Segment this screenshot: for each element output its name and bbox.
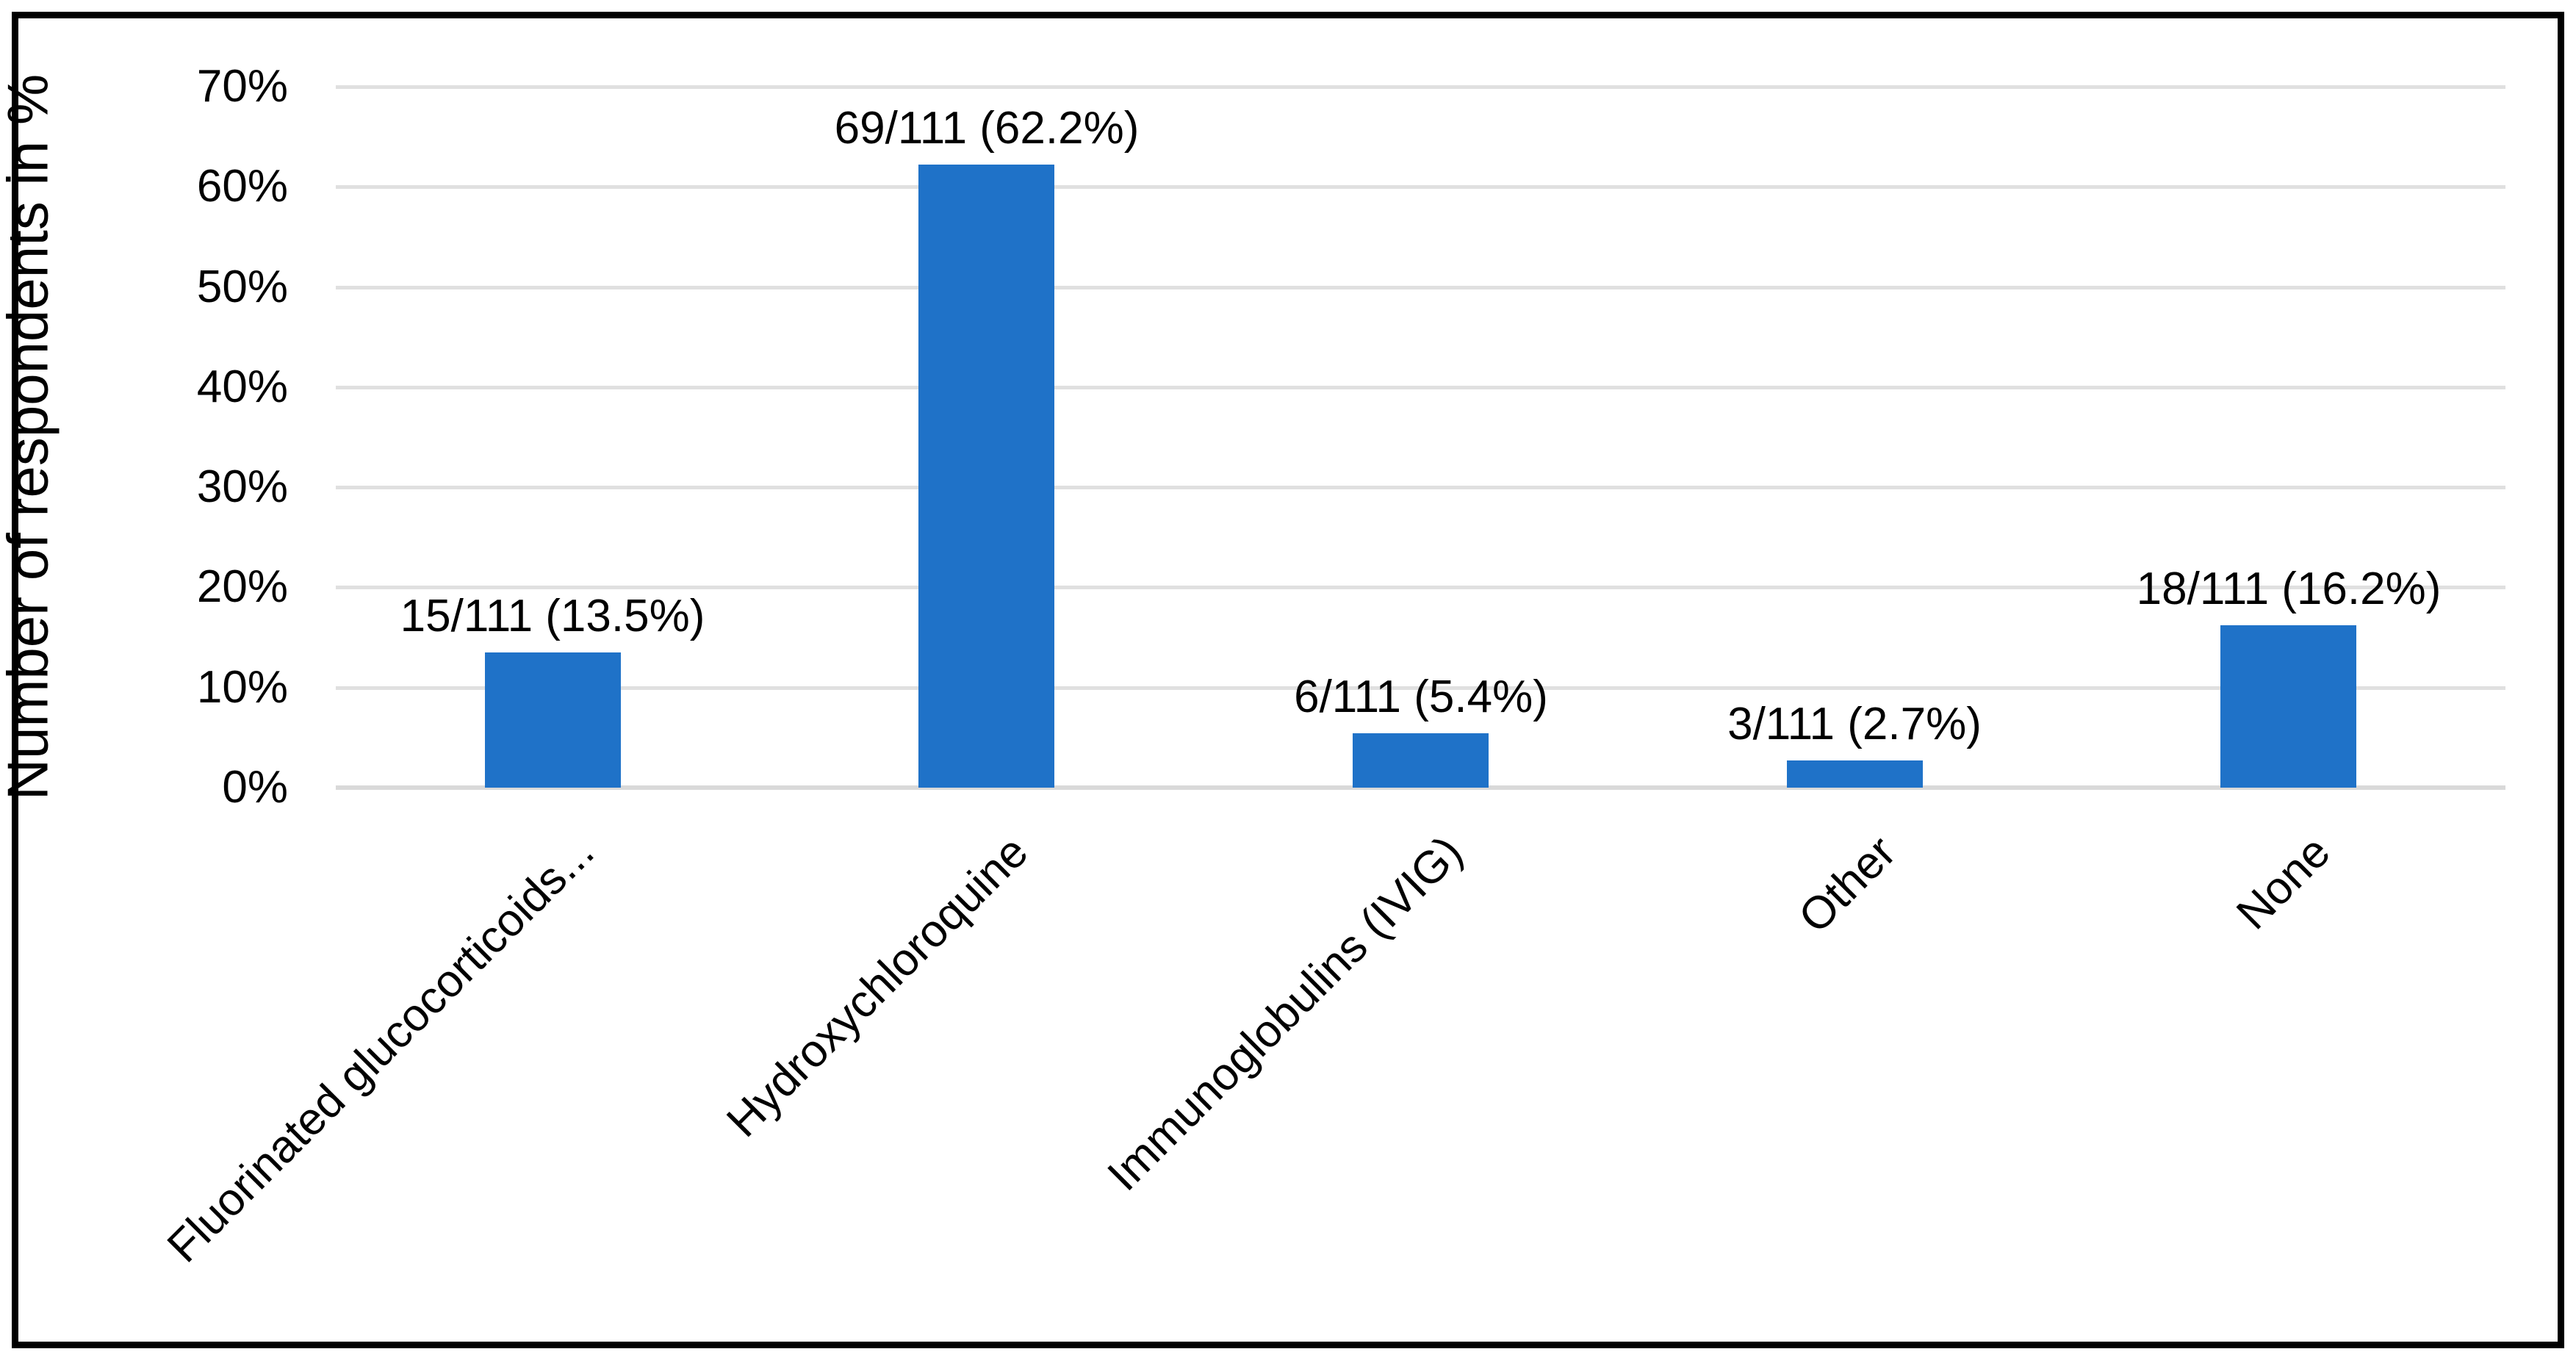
bar-data-label: 18/111 (16.2%) <box>2136 564 2442 614</box>
y-tick-label: 60% <box>196 161 288 212</box>
bar <box>485 652 621 788</box>
gridline <box>336 185 2505 190</box>
gridline <box>336 586 2505 590</box>
y-tick-label: 70% <box>196 61 288 112</box>
bar-data-label: 6/111 (5.4%) <box>1294 672 1548 722</box>
gridline <box>336 285 2505 289</box>
y-tick-label: 10% <box>196 661 288 713</box>
bar <box>918 165 1054 788</box>
gridline <box>336 686 2505 690</box>
y-tick-label: 20% <box>196 561 288 613</box>
y-tick-label: 40% <box>196 361 288 412</box>
y-tick-label: 30% <box>196 461 288 513</box>
gridline <box>336 85 2505 89</box>
bar <box>2220 625 2356 788</box>
bar <box>1353 733 1489 788</box>
y-tick-label: 50% <box>196 261 288 312</box>
gridline <box>336 486 2505 490</box>
bar-data-label: 3/111 (2.7%) <box>1727 699 1982 749</box>
bar-data-label: 69/111 (62.2%) <box>834 103 1140 154</box>
bar-data-label: 15/111 (13.5%) <box>400 591 705 641</box>
x-axis-line <box>336 785 2505 790</box>
gridline <box>336 385 2505 389</box>
bar <box>1787 760 1923 788</box>
y-tick-label: 0% <box>222 762 288 813</box>
chart-frame-border <box>12 12 2564 1348</box>
